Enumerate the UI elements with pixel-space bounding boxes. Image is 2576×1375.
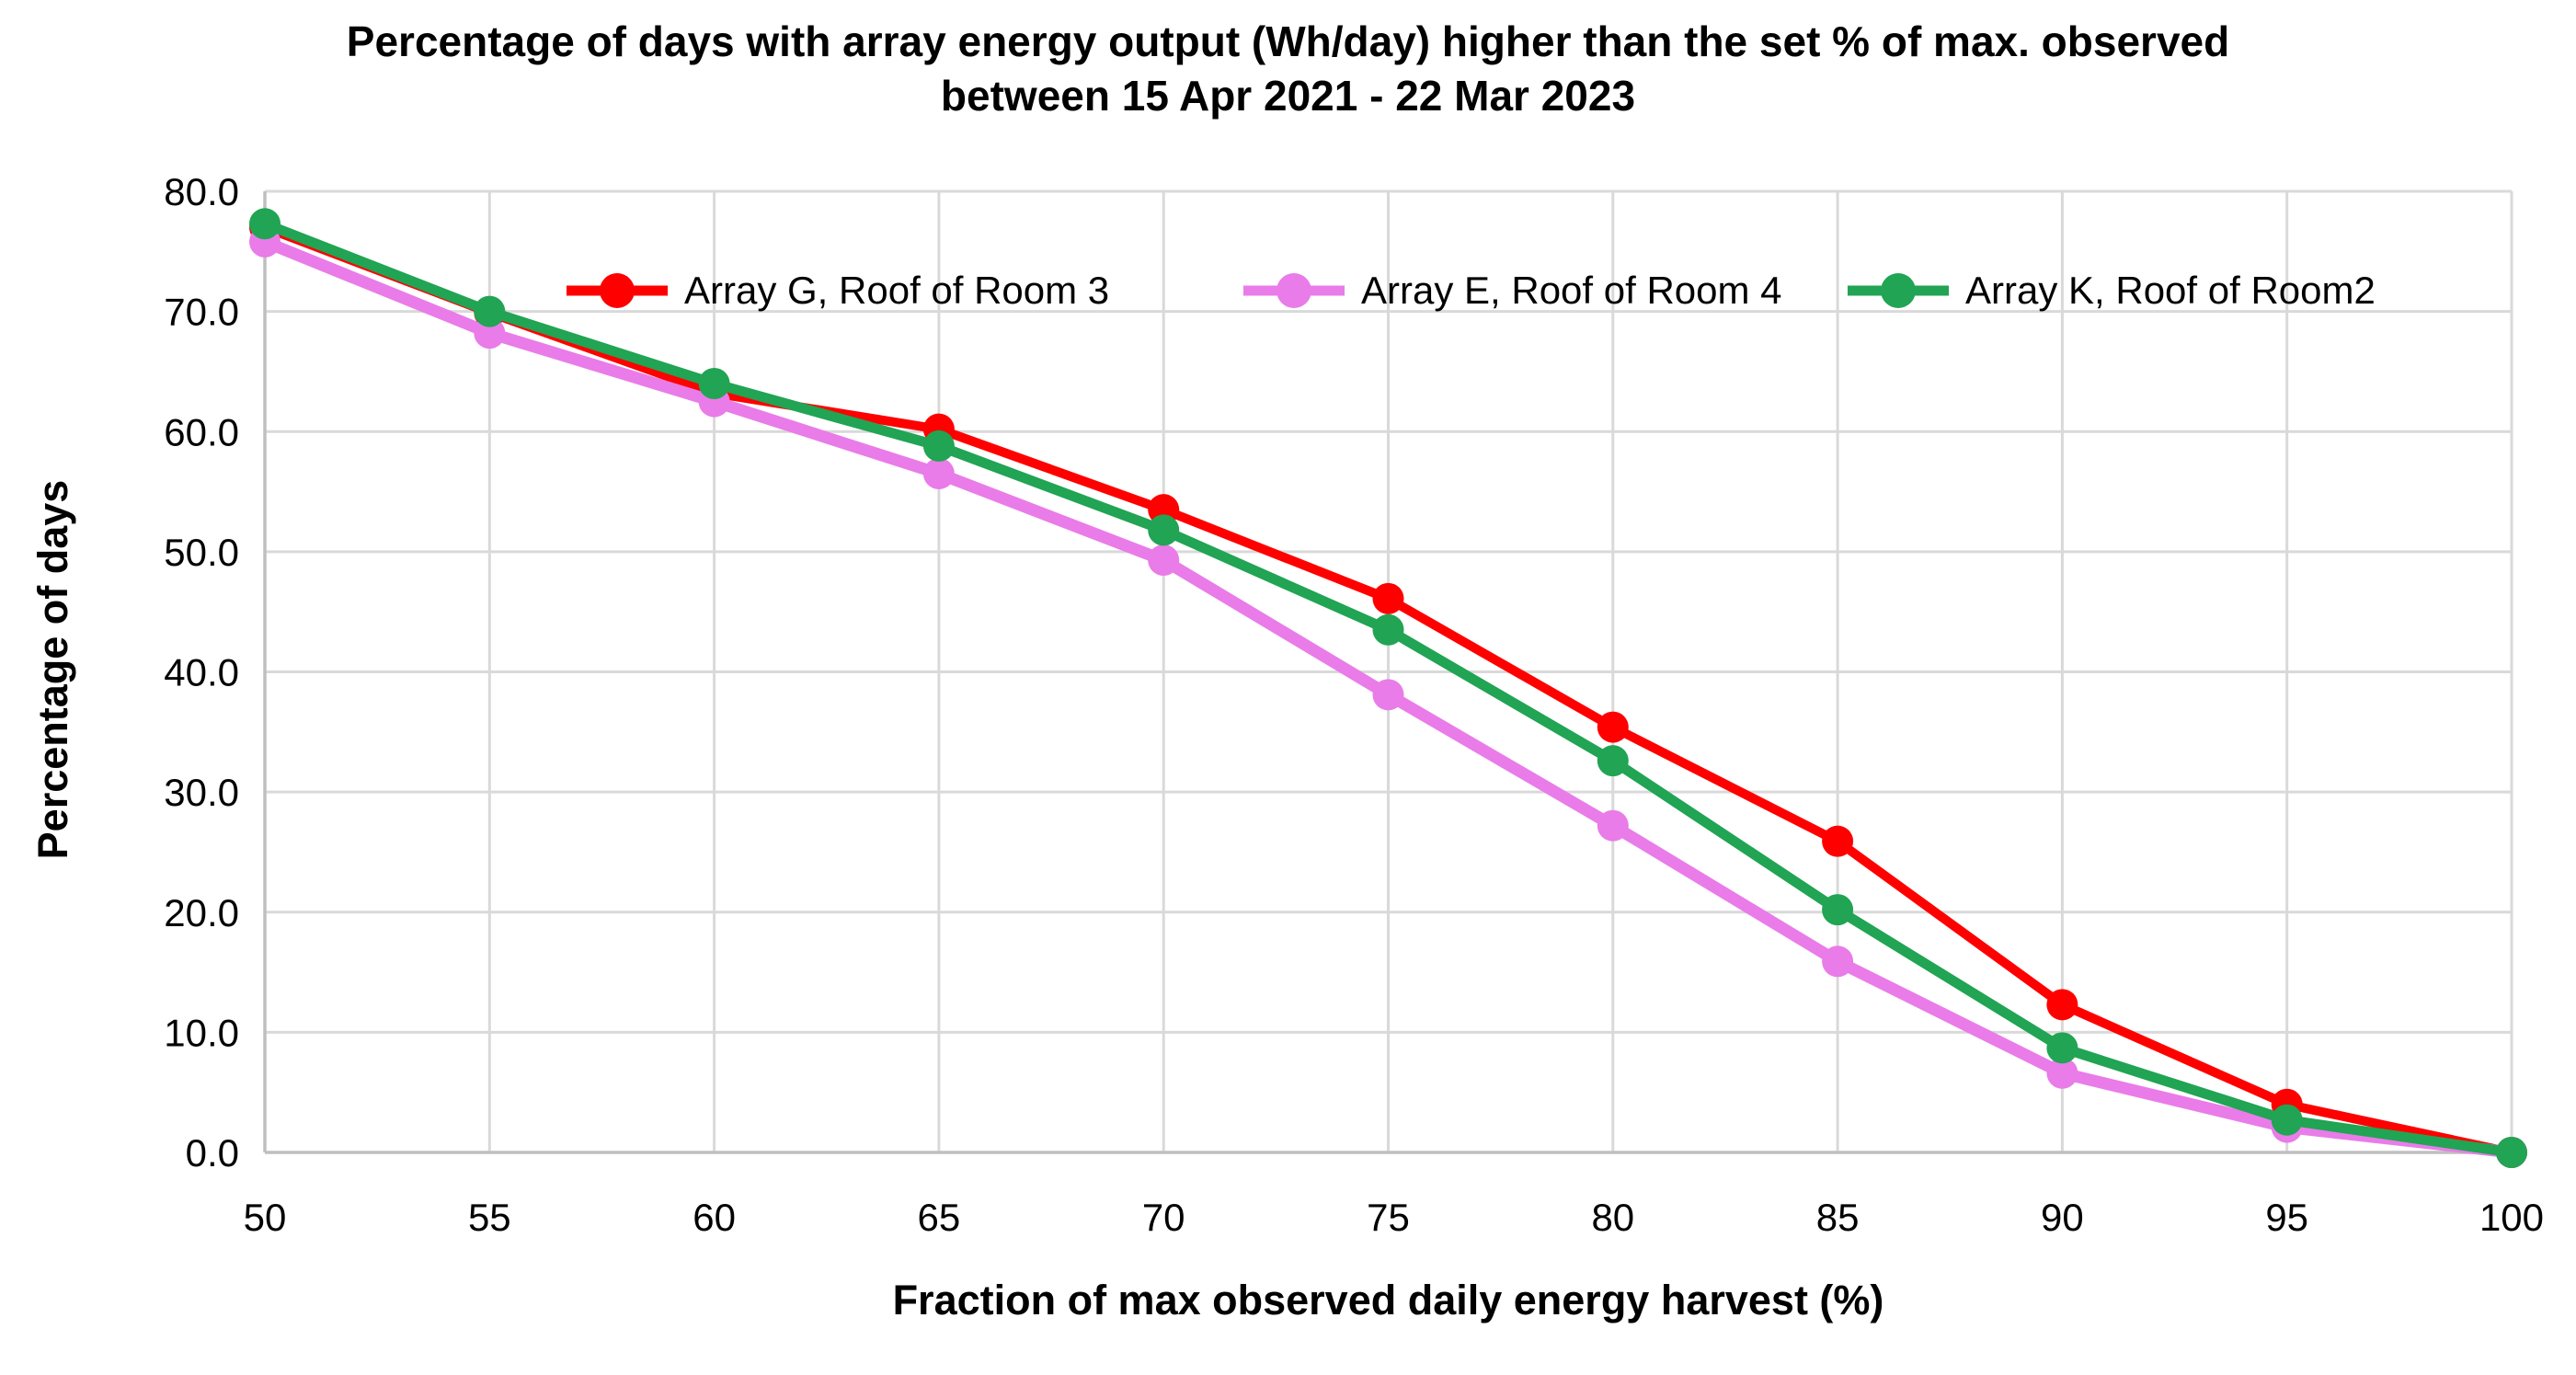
legend: Array G, Roof of Room 3 Array E, Roof of… xyxy=(0,265,2576,316)
x-tick-label: 80 xyxy=(1591,1196,1634,1239)
x-tick-label: 95 xyxy=(2265,1196,2308,1239)
data-point-array-e-roof-of-room-4 xyxy=(1822,945,1854,978)
y-tick-label: 30.0 xyxy=(164,771,239,814)
data-point-array-e-roof-of-room-4 xyxy=(1148,544,1180,577)
y-axis-title: Percentage of days xyxy=(29,479,76,860)
legend-label-array-g: Array G, Roof of Room 3 xyxy=(684,269,1110,312)
chart-title-line-2: between 15 Apr 2021 - 22 Mar 2023 xyxy=(940,71,1636,120)
legend-item-array-e: Array E, Roof of Room 4 xyxy=(1240,265,1782,316)
x-tick-label: 70 xyxy=(1142,1196,1185,1239)
x-tick-label: 50 xyxy=(244,1196,287,1239)
y-tick-label: 60.0 xyxy=(164,410,239,453)
data-point-array-k-roof-of-room2 xyxy=(2046,1032,2078,1064)
data-point-array-k-roof-of-room2 xyxy=(2496,1137,2527,1168)
data-point-array-k-roof-of-room2 xyxy=(1148,514,1180,546)
x-tick-label: 75 xyxy=(1367,1196,1410,1239)
data-point-array-k-roof-of-room2 xyxy=(2271,1104,2303,1136)
data-point-array-k-roof-of-room2 xyxy=(1372,613,1404,646)
data-point-array-e-roof-of-room-4 xyxy=(922,457,955,489)
x-tick-label: 90 xyxy=(2041,1196,2084,1239)
x-tick-label: 100 xyxy=(2479,1196,2544,1239)
legend-item-array-k: Array K, Roof of Room2 xyxy=(1844,265,2376,316)
legend-marker-magenta-line-dot-icon xyxy=(1243,273,1345,308)
data-point-array-g-roof-of-room-3 xyxy=(1597,711,1629,743)
y-tick-label: 0.0 xyxy=(186,1131,239,1174)
data-point-array-k-roof-of-room2 xyxy=(1597,745,1629,777)
data-point-array-g-roof-of-room-3 xyxy=(2046,989,2078,1021)
data-point-array-e-roof-of-room-4 xyxy=(474,317,506,349)
data-point-array-e-roof-of-room-4 xyxy=(1597,809,1629,842)
x-tick-label: 65 xyxy=(918,1196,961,1239)
x-tick-label: 60 xyxy=(693,1196,736,1239)
x-tick-label: 85 xyxy=(1816,1196,1860,1239)
x-axis-title: Fraction of max observed daily energy ha… xyxy=(892,1277,1884,1323)
data-point-array-k-roof-of-room2 xyxy=(922,430,955,462)
data-point-array-e-roof-of-room-4 xyxy=(2046,1057,2078,1089)
data-point-array-k-roof-of-room2 xyxy=(1822,894,1854,926)
legend-marker-red-line-dot-icon xyxy=(567,273,668,308)
chart-title-line-1: Percentage of days with array energy out… xyxy=(346,17,2230,65)
data-point-array-k-roof-of-room2 xyxy=(249,208,280,240)
y-tick-label: 80.0 xyxy=(164,170,239,213)
legend-label-array-e: Array E, Roof of Room 4 xyxy=(1361,269,1782,312)
legend-marker-green-line-dot-icon xyxy=(1848,273,1949,308)
legend-item-array-g: Array G, Roof of Room 3 xyxy=(563,265,1109,316)
y-tick-label: 40.0 xyxy=(164,651,239,694)
x-tick-label: 55 xyxy=(468,1196,511,1239)
data-point-array-e-roof-of-room-4 xyxy=(1372,679,1404,711)
y-tick-label: 50.0 xyxy=(164,531,239,574)
data-point-array-g-roof-of-room-3 xyxy=(1372,582,1404,614)
legend-label-array-k: Array K, Roof of Room2 xyxy=(1965,269,2376,312)
data-point-array-g-roof-of-room-3 xyxy=(1822,825,1854,857)
data-point-array-k-roof-of-room2 xyxy=(698,368,730,399)
y-tick-label: 20.0 xyxy=(164,891,239,934)
chart-title: Percentage of days with array energy out… xyxy=(0,15,2576,123)
y-tick-label: 10.0 xyxy=(164,1011,239,1054)
data-point-array-k-roof-of-room2 xyxy=(474,295,506,327)
y-tick-label: 70.0 xyxy=(164,291,239,334)
